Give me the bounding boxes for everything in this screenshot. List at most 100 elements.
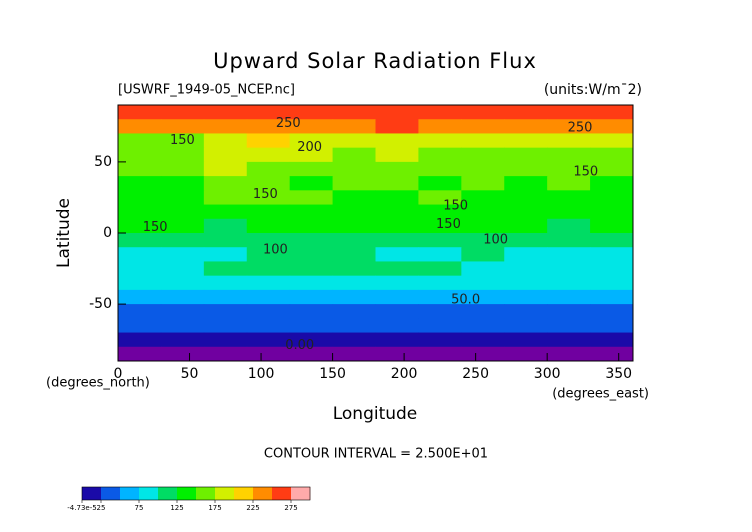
contour-label: 150 <box>443 198 468 213</box>
contour-cell <box>332 233 376 248</box>
contour-label: 100 <box>263 243 288 258</box>
contour-cell <box>590 289 634 305</box>
contour-cell <box>203 275 248 291</box>
contour-cell <box>289 190 334 206</box>
colorbar-swatch <box>253 487 273 500</box>
contour-cell <box>461 247 505 262</box>
contour-cell <box>118 233 162 248</box>
contour-cell <box>246 332 291 348</box>
y-tick-label: 0 <box>103 225 112 241</box>
contour-cell <box>160 332 205 348</box>
y-unit-label: (degrees_north) <box>46 376 150 391</box>
contour-cell <box>461 275 505 291</box>
contour-cell <box>203 318 248 334</box>
contour-cell <box>504 147 548 163</box>
contour-cell <box>461 346 505 362</box>
contour-cell <box>418 261 462 277</box>
contour-cell <box>461 332 505 348</box>
contour-cell <box>418 147 462 163</box>
contour-cell <box>547 190 591 206</box>
colorbar-swatch <box>139 487 159 500</box>
contour-cell <box>547 233 591 248</box>
contour-cell <box>375 261 419 277</box>
contour-cell <box>418 332 462 348</box>
contour-cell <box>504 105 548 120</box>
contour-cell <box>289 105 334 120</box>
contour-cell <box>504 233 548 248</box>
contour-cell <box>461 119 505 134</box>
contour-cell <box>504 275 548 291</box>
contour-cell <box>547 247 591 262</box>
contour-cell <box>590 133 634 149</box>
colorbar-swatch <box>101 487 121 500</box>
colorbar-label: 75 <box>135 504 144 512</box>
contour-cell <box>504 133 548 149</box>
colorbar-swatch <box>291 487 311 500</box>
contour-cell <box>504 176 548 191</box>
contour-cell <box>332 275 376 291</box>
contour-cell <box>203 346 248 362</box>
contour-cell <box>418 176 462 191</box>
contour-label: 200 <box>297 140 322 155</box>
contour-cell <box>375 147 419 163</box>
contour-cell <box>418 119 462 134</box>
contour-cell <box>160 346 205 362</box>
contour-cell <box>547 133 591 149</box>
contour-cell <box>118 133 162 149</box>
contour-cell <box>375 190 419 206</box>
chart-title: Upward Solar Radiation Flux <box>213 49 537 73</box>
contour-cell <box>160 105 205 120</box>
contour-label: 150 <box>436 217 461 232</box>
contour-cell <box>590 247 634 262</box>
contour-cell <box>246 190 291 206</box>
contour-cell <box>461 233 505 248</box>
contour-cell <box>289 346 334 362</box>
contour-cell <box>375 289 419 305</box>
contour-cell <box>418 204 462 220</box>
x-tick-label: 350 <box>605 366 632 382</box>
contour-cell <box>418 161 462 177</box>
contour-cell <box>504 332 548 348</box>
contour-label: 150 <box>253 187 278 202</box>
contour-cell <box>289 332 334 348</box>
colorbar-label: 25 <box>97 504 106 512</box>
contour-cell <box>246 233 291 248</box>
contour-cell <box>418 233 462 248</box>
colorbar-swatch <box>234 487 254 500</box>
contour-cell <box>289 133 334 149</box>
contour-cell <box>547 119 591 134</box>
contour-cell <box>118 105 162 120</box>
contour-cell <box>118 204 162 220</box>
contour-cell <box>332 105 376 120</box>
colorbar-label: 125 <box>170 504 183 512</box>
contour-cell <box>246 304 291 319</box>
contour-cell <box>461 261 505 277</box>
contour-cell <box>203 233 248 248</box>
contour-cell <box>547 304 591 319</box>
contour-cell <box>203 261 248 277</box>
contour-cell <box>246 147 291 163</box>
contour-cell <box>203 247 248 262</box>
contour-cell <box>375 304 419 319</box>
contour-cell <box>418 190 462 206</box>
y-tick-label: -50 <box>89 296 112 312</box>
contour-cell <box>289 275 334 291</box>
contour-cell <box>418 304 462 319</box>
contour-label: 50.0 <box>451 292 480 307</box>
contour-cell <box>461 204 505 220</box>
contour-cell <box>289 261 334 277</box>
contour-label: 0.00 <box>285 338 314 353</box>
contour-cell <box>246 161 291 177</box>
contour-cell <box>160 133 205 149</box>
colorbar-label: 275 <box>284 504 297 512</box>
contour-cell <box>332 218 376 234</box>
contour-cell <box>118 119 162 134</box>
contour-cell <box>547 332 591 348</box>
contour-cell <box>160 261 205 277</box>
contour-cell <box>504 289 548 305</box>
contour-cell <box>289 161 334 177</box>
contour-cell <box>332 346 376 362</box>
contour-cell <box>504 318 548 334</box>
contour-cell <box>547 289 591 305</box>
